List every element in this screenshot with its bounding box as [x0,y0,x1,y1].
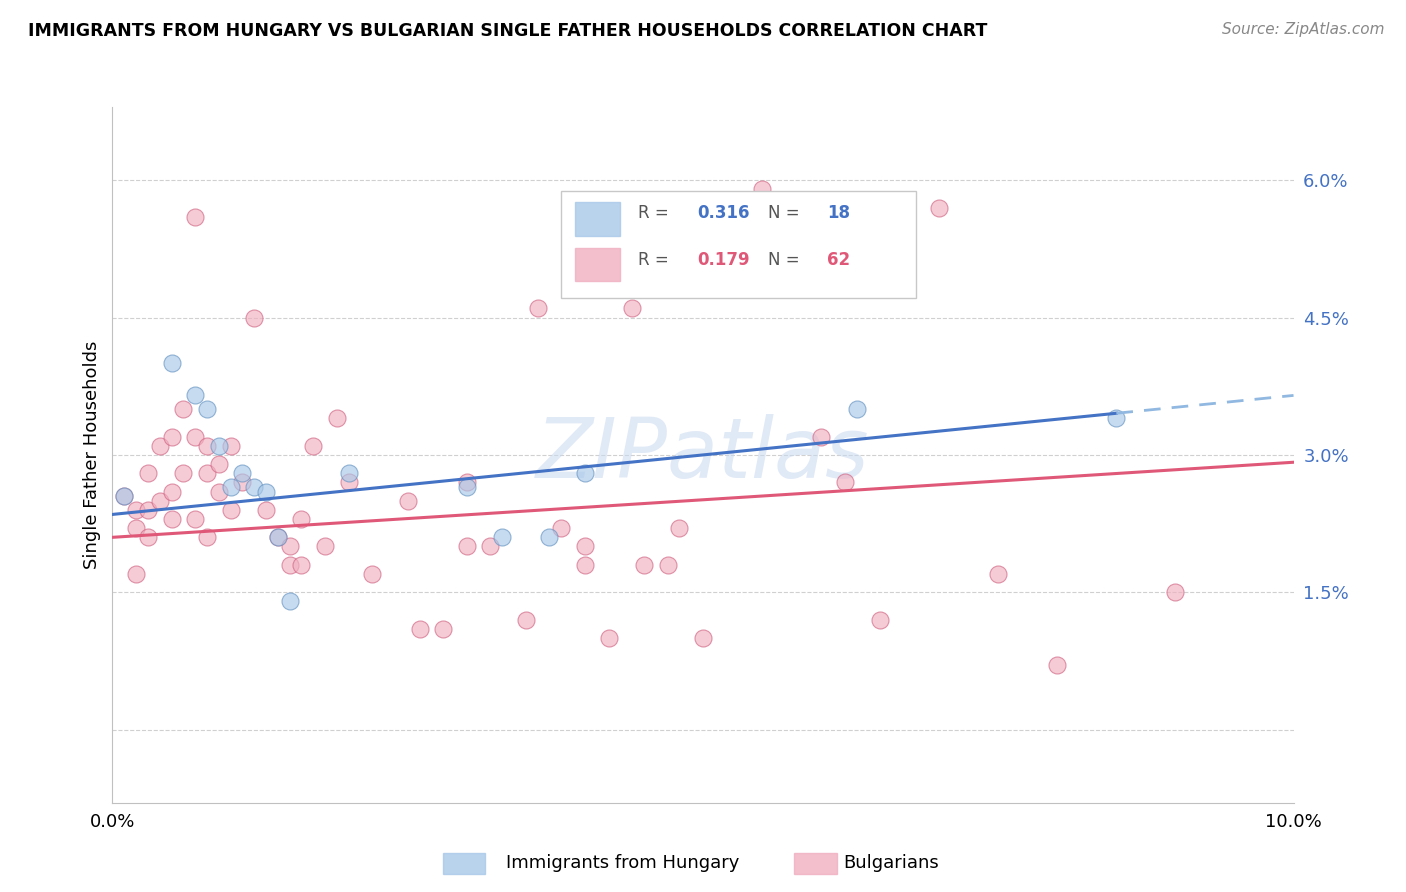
Point [243,480,266,494]
Point [172,467,194,481]
Point [538,530,561,544]
Point [267,530,290,544]
Point [479,540,502,554]
Point [136,530,159,544]
Point [810,429,832,443]
Text: 0.316: 0.316 [697,203,749,222]
Point [869,613,891,627]
Point [219,480,242,494]
Point [657,558,679,572]
Point [337,467,360,481]
Point [692,631,714,645]
Point [254,503,277,517]
Point [1164,585,1187,599]
Point [337,475,360,490]
Point [751,182,773,196]
Point [160,356,183,370]
Point [112,489,135,503]
Bar [575,248,620,281]
Point [208,457,231,471]
Point [456,540,478,554]
Point [149,493,172,508]
Point [432,622,454,636]
Point [278,540,301,554]
Point [408,622,430,636]
Point [987,566,1010,581]
Point [314,540,336,554]
FancyBboxPatch shape [561,191,915,298]
Point [1105,411,1128,425]
Text: ZIPatlas: ZIPatlas [536,415,870,495]
Point [456,480,478,494]
Point [290,558,312,572]
Y-axis label: Single Father Households: Single Father Households [83,341,101,569]
Point [195,530,218,544]
Text: N =: N = [768,203,804,222]
Point [574,540,596,554]
Point [160,429,183,443]
Point [326,411,349,425]
Point [219,503,242,517]
Point [574,558,596,572]
Point [208,439,231,453]
Point [633,558,655,572]
Point [184,512,207,526]
Point [491,530,513,544]
Text: N =: N = [768,252,804,269]
Point [668,521,690,535]
Point [172,402,194,417]
Point [278,594,301,608]
Text: 62: 62 [827,252,851,269]
Point [574,467,596,481]
Text: 18: 18 [827,203,851,222]
Text: Source: ZipAtlas.com: Source: ZipAtlas.com [1222,22,1385,37]
Point [231,475,253,490]
Point [290,512,312,526]
Point [136,503,159,517]
Point [195,402,218,417]
Point [267,530,290,544]
Point [845,402,868,417]
Point [515,613,537,627]
Text: Bulgarians: Bulgarians [844,855,939,872]
Point [160,484,183,499]
Point [834,475,856,490]
Point [598,631,620,645]
Point [621,301,644,316]
Text: IMMIGRANTS FROM HUNGARY VS BULGARIAN SINGLE FATHER HOUSEHOLDS CORRELATION CHART: IMMIGRANTS FROM HUNGARY VS BULGARIAN SIN… [28,22,987,40]
Point [302,439,325,453]
Point [243,310,266,325]
Point [184,210,207,224]
Point [361,566,384,581]
Point [195,467,218,481]
Point [184,388,207,402]
Point [125,521,148,535]
Point [149,439,172,453]
Point [1046,658,1069,673]
Point [184,429,207,443]
Point [112,489,135,503]
Point [219,439,242,453]
Point [254,484,277,499]
Text: Immigrants from Hungary: Immigrants from Hungary [506,855,740,872]
Point [208,484,231,499]
Point [125,566,148,581]
Point [160,512,183,526]
Text: R =: R = [638,203,673,222]
Point [396,493,419,508]
Point [278,558,301,572]
Text: R =: R = [638,252,673,269]
Point [928,201,950,215]
Text: 0.179: 0.179 [697,252,749,269]
Point [136,467,159,481]
Bar [575,202,620,235]
Point [526,301,548,316]
Point [456,475,478,490]
Point [125,503,148,517]
Point [231,467,253,481]
Point [195,439,218,453]
Point [550,521,572,535]
